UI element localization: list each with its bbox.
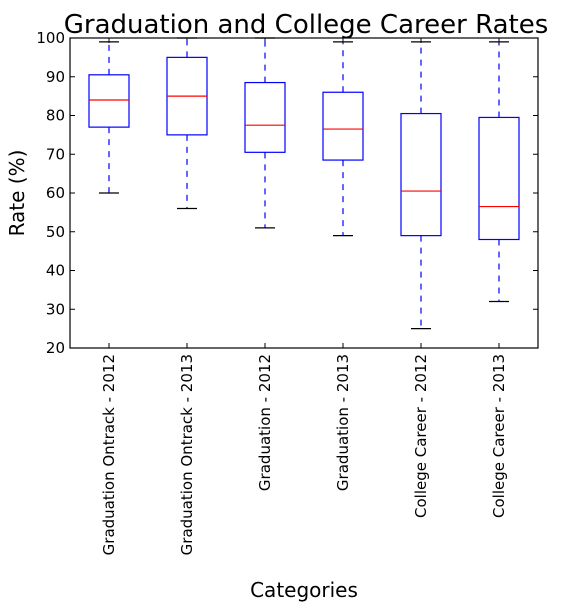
y-tick-label: 20 — [46, 339, 65, 357]
category-label: Graduation Ontrack - 2013 — [178, 354, 196, 555]
y-axis-label: Rate (%) — [5, 150, 29, 237]
plot-frame — [69, 37, 539, 349]
category-label: Graduation - 2012 — [256, 354, 274, 491]
y-tick-label: 80 — [46, 107, 65, 125]
y-tick-label: 30 — [46, 300, 65, 318]
iqr-box — [88, 74, 130, 128]
y-tick-label: 50 — [46, 223, 65, 241]
category-label: College Career - 2012 — [412, 354, 430, 518]
y-tick-label: 100 — [36, 29, 65, 47]
x-axis-label: Categories — [250, 578, 358, 602]
y-tick-label: 70 — [46, 145, 65, 163]
y-tick-label: 40 — [46, 262, 65, 280]
y-tick-label: 60 — [46, 184, 65, 202]
iqr-box — [322, 91, 364, 161]
iqr-box — [400, 112, 442, 237]
plot-area: 20 30 40 50 60 70 80 90 100 Graduation Ontrack - … — [36, 29, 539, 555]
iqr-box — [478, 116, 520, 241]
y-tick-label: 90 — [46, 68, 65, 86]
iqr-box — [244, 81, 286, 153]
chart-title: Graduation and College Career Rates — [64, 10, 549, 40]
category-label: Graduation Ontrack - 2012 — [100, 354, 118, 555]
category-label: College Career - 2013 — [490, 354, 508, 518]
category-label: Graduation - 2013 — [334, 354, 352, 491]
